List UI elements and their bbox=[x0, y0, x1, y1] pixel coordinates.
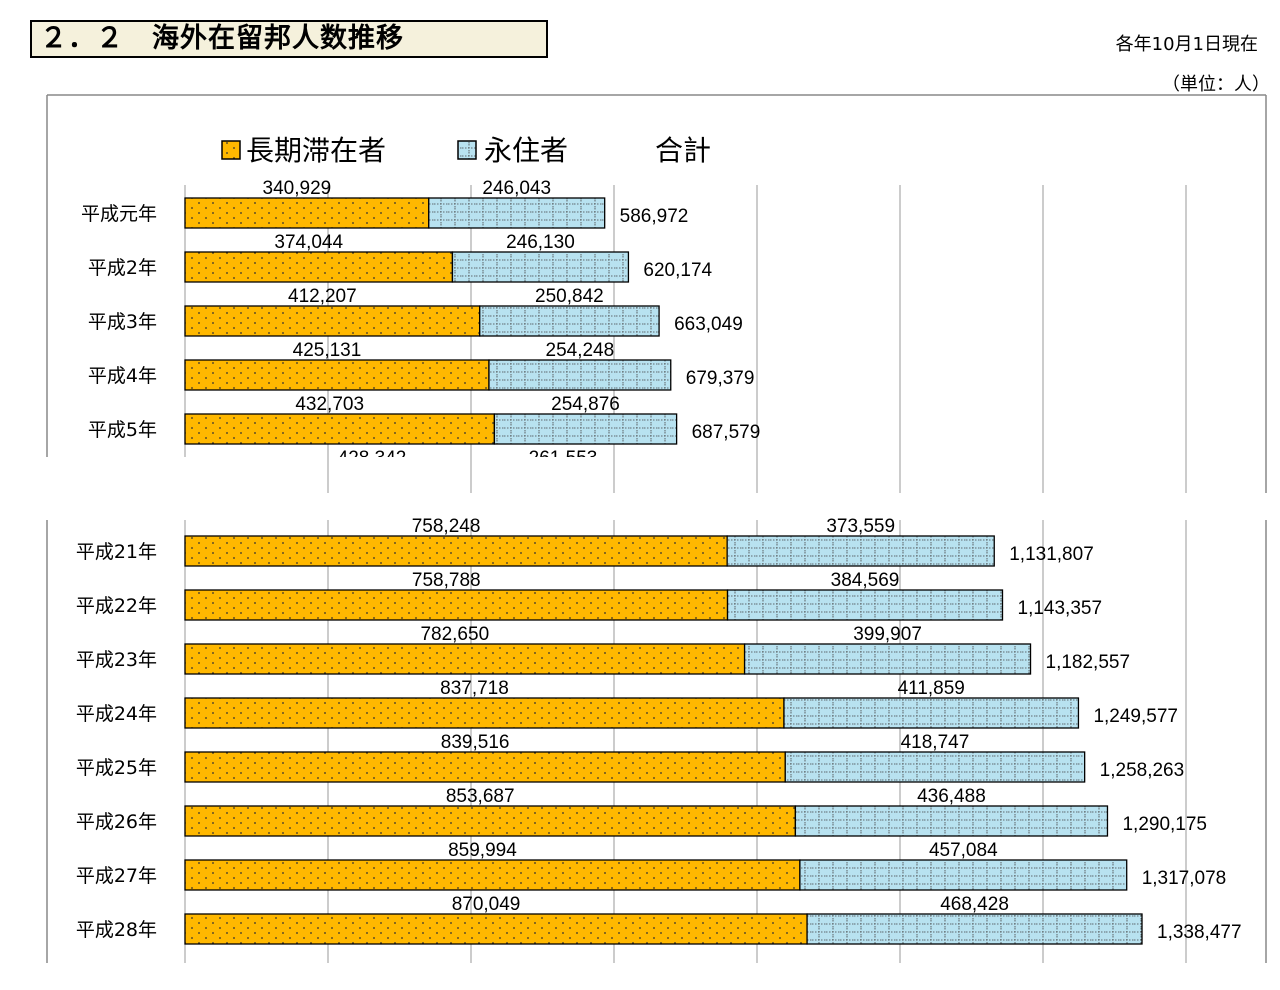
data-label-permanent-truncated: 261,553 bbox=[529, 448, 598, 469]
data-label-long-term: 782,650 bbox=[420, 624, 489, 645]
bar-long-term bbox=[184, 359, 490, 391]
data-label-permanent: 373,559 bbox=[826, 516, 895, 537]
data-label-long-term: 870,049 bbox=[452, 894, 521, 915]
data-label-long-term: 432,703 bbox=[295, 394, 364, 415]
bar-permanent bbox=[783, 697, 1080, 729]
unit-note: （単位：人） bbox=[1162, 74, 1270, 95]
legend-label-total: 合計 bbox=[655, 134, 711, 167]
bar-long-term bbox=[184, 305, 481, 337]
data-label-total: 1,258,263 bbox=[1100, 760, 1185, 781]
data-label-long-term: 340,929 bbox=[263, 178, 332, 199]
bar-long-term bbox=[184, 643, 746, 675]
bar-permanent bbox=[743, 643, 1032, 675]
bar-permanent bbox=[451, 251, 630, 283]
bar-permanent bbox=[806, 913, 1143, 945]
data-label-total: 687,579 bbox=[692, 422, 761, 443]
category-label: 平成24年 bbox=[76, 703, 157, 725]
data-label-permanent: 457,084 bbox=[929, 840, 998, 861]
data-label-long-term: 374,044 bbox=[274, 232, 343, 253]
category-label: 平成元年 bbox=[81, 203, 157, 225]
bar-permanent bbox=[799, 859, 1128, 891]
data-label-permanent: 384,569 bbox=[831, 570, 900, 591]
legend: 長期滞在者 永住者 合計 bbox=[221, 134, 711, 167]
data-label-total: 1,317,078 bbox=[1142, 868, 1227, 889]
data-label-permanent: 418,747 bbox=[901, 732, 970, 753]
category-label: 平成21年 bbox=[76, 541, 157, 563]
bar-permanent bbox=[493, 413, 678, 445]
bar-long-term bbox=[184, 535, 728, 567]
category-label: 平成23年 bbox=[76, 649, 157, 671]
category-label: 平成25年 bbox=[76, 757, 157, 779]
data-label-total: 1,131,807 bbox=[1009, 544, 1094, 565]
data-label-permanent: 254,248 bbox=[546, 340, 615, 361]
category-label: 平成28年 bbox=[76, 919, 157, 941]
data-label-long-term-truncated: 428,342 bbox=[338, 448, 407, 469]
bar-long-term bbox=[184, 589, 729, 621]
data-label-total: 586,972 bbox=[620, 206, 689, 227]
bar-long-term bbox=[184, 251, 454, 283]
bar-long-term bbox=[184, 859, 801, 891]
data-label-permanent: 436,488 bbox=[917, 786, 986, 807]
labels: 平成元年 340,929 246,043 586,972 平成2年 374,044 246,… bbox=[76, 178, 1242, 943]
bar-permanent bbox=[726, 535, 995, 567]
bars bbox=[184, 197, 1143, 945]
category-label: 平成4年 bbox=[88, 365, 157, 387]
data-label-permanent: 254,876 bbox=[551, 394, 620, 415]
bar-permanent bbox=[479, 305, 660, 337]
category-label: 平成2年 bbox=[88, 257, 157, 279]
bar-long-term bbox=[184, 413, 496, 445]
bar-permanent bbox=[488, 359, 672, 391]
data-label-total: 1,290,175 bbox=[1122, 814, 1207, 835]
data-label-long-term: 758,788 bbox=[412, 570, 481, 591]
data-label-long-term: 837,718 bbox=[440, 678, 509, 699]
data-label-total: 1,182,557 bbox=[1046, 652, 1131, 673]
category-label: 平成27年 bbox=[76, 865, 157, 887]
legend-swatch-long-term bbox=[221, 140, 241, 160]
category-label: 平成22年 bbox=[76, 595, 157, 617]
data-label-long-term: 859,994 bbox=[448, 840, 517, 861]
bar-permanent bbox=[726, 589, 1004, 621]
data-label-long-term: 839,516 bbox=[441, 732, 510, 753]
data-label-permanent: 411,859 bbox=[898, 678, 965, 699]
bar-long-term bbox=[184, 697, 785, 729]
truncated-labels: 428,342 261,553 bbox=[338, 448, 598, 469]
data-label-total: 679,379 bbox=[686, 368, 755, 389]
category-label: 平成3年 bbox=[88, 311, 157, 333]
data-label-long-term: 425,131 bbox=[293, 340, 362, 361]
data-label-permanent: 468,428 bbox=[940, 894, 1009, 915]
data-label-total: 1,249,577 bbox=[1093, 706, 1178, 727]
legend-label-permanent: 永住者 bbox=[484, 134, 568, 167]
data-label-total: 663,049 bbox=[674, 314, 743, 335]
page-title: ２．２ 海外在留邦人数推移 bbox=[30, 20, 548, 58]
bar-long-term bbox=[184, 197, 430, 229]
bar-permanent bbox=[784, 751, 1086, 783]
data-label-total: 620,174 bbox=[643, 260, 712, 281]
legend-label-long-term: 長期滞在者 bbox=[246, 134, 386, 167]
chart-frame bbox=[46, 94, 1267, 963]
bar-long-term bbox=[184, 751, 786, 783]
data-label-total: 1,143,357 bbox=[1018, 598, 1103, 619]
category-label: 平成5年 bbox=[88, 419, 157, 441]
data-label-long-term: 412,207 bbox=[288, 286, 357, 307]
data-label-long-term: 853,687 bbox=[446, 786, 515, 807]
data-label-permanent: 246,043 bbox=[482, 178, 551, 199]
category-label: 平成26年 bbox=[76, 811, 157, 833]
bar-long-term bbox=[184, 805, 797, 837]
data-label-permanent: 399,907 bbox=[853, 624, 922, 645]
data-label-permanent: 250,842 bbox=[535, 286, 604, 307]
bar-permanent bbox=[794, 805, 1109, 837]
data-label-long-term: 758,248 bbox=[412, 516, 481, 537]
bar-permanent bbox=[428, 197, 606, 229]
bar-long-term bbox=[184, 913, 808, 945]
date-note: 各年10月1日現在 bbox=[1115, 34, 1258, 55]
data-label-permanent: 246,130 bbox=[506, 232, 575, 253]
data-label-total: 1,338,477 bbox=[1157, 922, 1242, 943]
legend-swatch-permanent bbox=[457, 140, 477, 160]
